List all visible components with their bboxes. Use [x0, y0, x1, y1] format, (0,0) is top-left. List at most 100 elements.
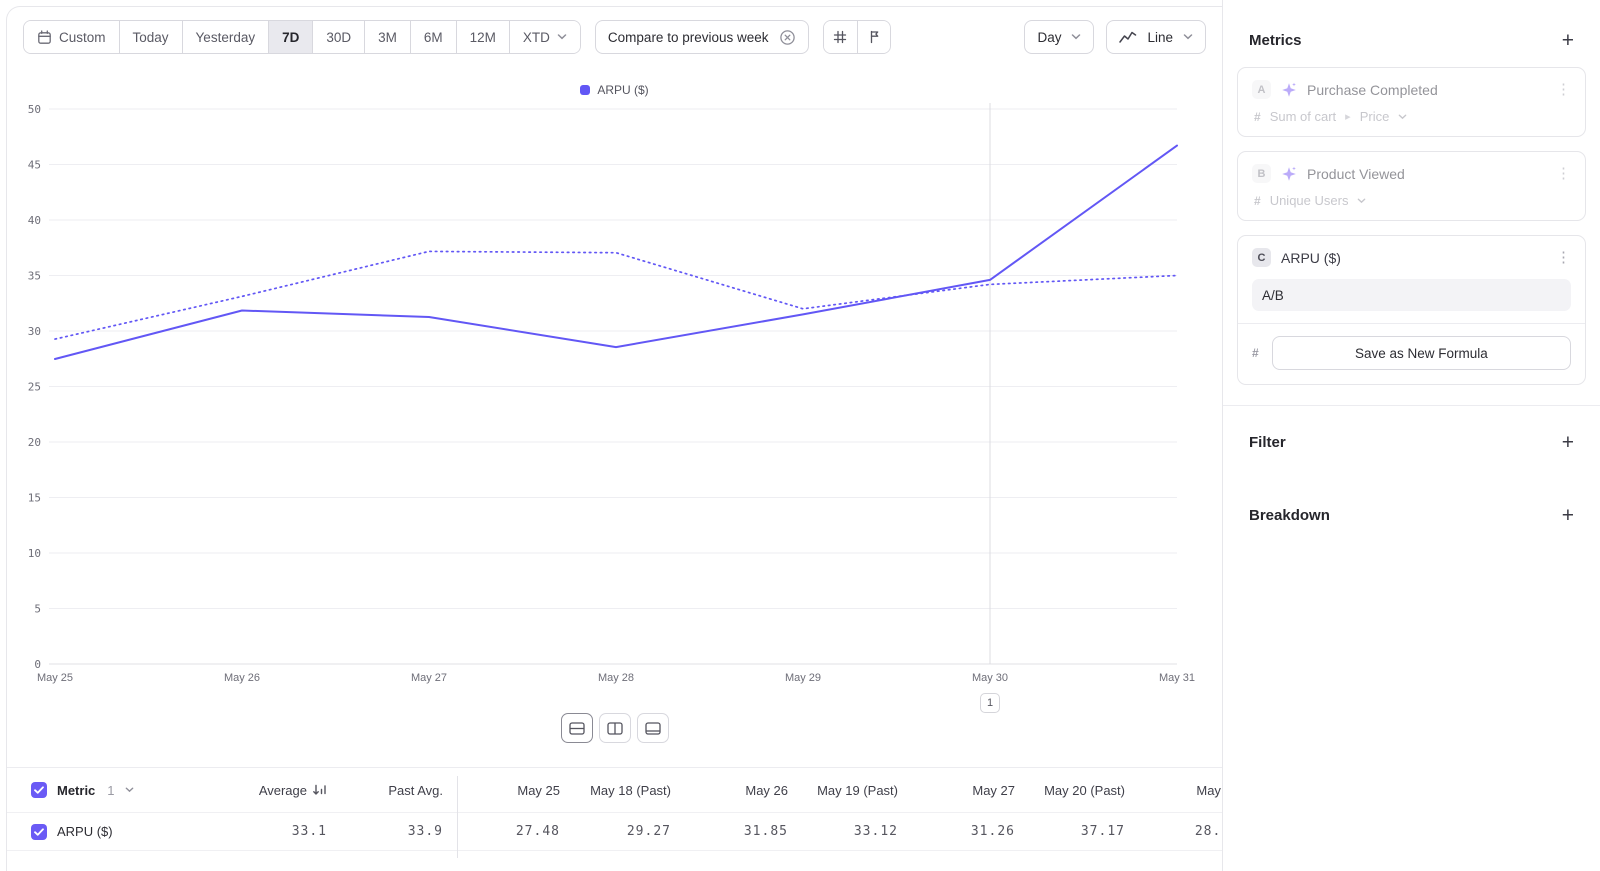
range-label: 12M	[469, 29, 496, 45]
layout-bottom-panel-button[interactable]	[636, 713, 669, 743]
metric-title[interactable]: ARPU ($)	[1281, 249, 1341, 266]
table-cell: 33.12	[853, 824, 898, 839]
chart-config-group: Day Line	[1024, 20, 1206, 54]
average-column-header[interactable]: Average	[231, 783, 327, 798]
column-label: May 25	[517, 782, 560, 798]
date-column-header[interactable]: May 26	[671, 783, 788, 798]
compare-chip[interactable]: Compare to previous week	[594, 20, 809, 54]
range-label: Today	[132, 29, 169, 45]
save-formula-button[interactable]: Save as New Formula	[1271, 336, 1571, 370]
measure-selector[interactable]: # Unique Users	[1252, 193, 1571, 208]
date-column-header[interactable]: May 27	[898, 783, 1015, 798]
add-breakdown-button[interactable]: +	[1561, 504, 1574, 527]
metric-card-arpu-formula[interactable]: C ARPU ($) ⋮ # Save as New Formula	[1237, 235, 1586, 385]
svg-text:45: 45	[28, 159, 41, 172]
number-measure-icon: #	[1254, 193, 1261, 208]
range-xtd-button[interactable]: XTD	[508, 21, 580, 53]
check-icon	[34, 786, 44, 794]
property-arrow-icon: ▸	[1345, 111, 1351, 123]
chart-type-dropdown[interactable]: Line	[1106, 20, 1206, 54]
split-vertical-icon	[606, 721, 623, 735]
metric-card-product-viewed[interactable]: B Product Viewed ⋮ # Unique Users	[1237, 151, 1586, 221]
table-cell: 31.26	[970, 824, 1015, 839]
svg-text:35: 35	[28, 270, 41, 283]
annotation-marker[interactable]: 1	[980, 693, 1000, 713]
query-builder-sidebar: Metrics + A Purchase Completed ⋮ # Sum o…	[1222, 0, 1600, 871]
results-table: Metric 1 Average Past Avg. May 25 May 18…	[7, 767, 1222, 871]
layout-split-horizontal-button[interactable]	[560, 713, 593, 743]
chevron-down-icon[interactable]	[125, 787, 134, 793]
date-column-header[interactable]: May 20 (Past)	[1015, 783, 1125, 798]
range-7d-button[interactable]: 7D	[268, 21, 313, 53]
column-label: May 28	[1196, 782, 1222, 798]
metric-title[interactable]: Product Viewed	[1307, 165, 1405, 182]
range-30d-button[interactable]: 30D	[312, 21, 365, 53]
range-6m-button[interactable]: 6M	[409, 21, 456, 53]
range-today-button[interactable]: Today	[118, 21, 182, 53]
past-avg-column-header[interactable]: Past Avg.	[327, 783, 443, 798]
svg-text:0: 0	[34, 658, 41, 671]
sort-icon	[313, 784, 326, 795]
measure-label: Sum of cart	[1269, 109, 1337, 124]
layout-view-toggles	[7, 713, 1222, 743]
metric-card-menu-button[interactable]: ⋮	[1556, 81, 1571, 98]
add-filter-button[interactable]: +	[1561, 431, 1574, 454]
svg-text:May 25: May 25	[37, 672, 73, 684]
svg-text:May 26: May 26	[224, 672, 260, 684]
range-yesterday-button[interactable]: Yesterday	[181, 21, 269, 53]
chart-legend: ARPU ($)	[7, 83, 1222, 97]
svg-text:May 27: May 27	[411, 672, 447, 684]
grid-icon	[833, 30, 847, 44]
chart-option-toggles	[822, 20, 891, 54]
column-label: Average	[258, 782, 307, 798]
metric-row-checkbox[interactable]	[31, 823, 47, 840]
granularity-label: Day	[1037, 29, 1062, 45]
metric-card-menu-button[interactable]: ⋮	[1556, 165, 1571, 182]
formula-input[interactable]	[1252, 279, 1571, 311]
column-label: May 26	[745, 782, 788, 798]
remove-compare-icon[interactable]	[779, 29, 796, 46]
svg-text:May 31: May 31	[1159, 672, 1195, 684]
metric-row-cell: ARPU ($)	[31, 823, 231, 840]
metric-card-menu-button[interactable]: ⋮	[1556, 249, 1571, 266]
date-column-header[interactable]: May 25	[457, 783, 560, 798]
add-metric-button[interactable]: +	[1561, 29, 1574, 52]
table-cell: 29.27	[626, 824, 671, 839]
filter-section-header: Filter +	[1237, 406, 1586, 479]
chevron-down-icon	[1183, 34, 1193, 40]
range-12m-button[interactable]: 12M	[455, 21, 509, 53]
date-column-header[interactable]: May 19 (Past)	[788, 783, 898, 798]
range-label: 30D	[326, 29, 352, 45]
metric-card-purchase-completed[interactable]: A Purchase Completed ⋮ # Sum of cart ▸ P…	[1237, 67, 1586, 137]
report-toolbar: Custom Today Yesterday 7D 30D 3M 6M 12M …	[7, 7, 1222, 67]
range-3m-button[interactable]: 3M	[364, 21, 410, 53]
select-all-checkbox[interactable]	[31, 782, 47, 798]
line-chart[interactable]: 0 5 10 15 20 25 30 35 40 45 50 May 25 May 26 May 27 Ma…	[7, 67, 1221, 767]
column-label: May 27	[972, 782, 1015, 798]
filter-title: Filter	[1249, 434, 1286, 451]
metric-title[interactable]: Purchase Completed	[1307, 81, 1438, 98]
flag-icon	[870, 30, 878, 44]
bottom-panel-icon	[644, 721, 661, 735]
column-label: May 19 (Past)	[817, 782, 898, 798]
date-column-header[interactable]: May 28	[1125, 783, 1222, 798]
date-column-header[interactable]: May 18 (Past)	[560, 783, 671, 798]
annotations-toggle-button[interactable]	[856, 21, 890, 53]
range-label: Yesterday	[195, 29, 256, 45]
chevron-down-icon	[1072, 34, 1081, 40]
chart-type-label: Line	[1147, 29, 1173, 45]
measure-selector[interactable]: # Sum of cart ▸ Price	[1252, 109, 1571, 124]
metric-row-label[interactable]: ARPU ($)	[57, 824, 113, 839]
metrics-title: Metrics	[1249, 32, 1302, 49]
date-range-segmented-control: Custom Today Yesterday 7D 30D 3M 6M 12M …	[23, 20, 581, 54]
svg-text:15: 15	[28, 492, 41, 505]
gridlines-toggle-button[interactable]	[823, 21, 857, 53]
granularity-dropdown[interactable]: Day	[1024, 20, 1095, 54]
breakdown-title: Breakdown	[1249, 507, 1330, 524]
layout-split-vertical-button[interactable]	[598, 713, 631, 743]
svg-text:5: 5	[34, 603, 41, 616]
metric-header-cell: Metric 1	[31, 782, 231, 798]
svg-text:30: 30	[28, 325, 41, 338]
range-custom-button[interactable]: Custom	[24, 21, 119, 53]
formula-save-row: # Save as New Formula	[1238, 323, 1585, 372]
